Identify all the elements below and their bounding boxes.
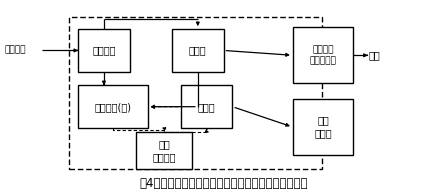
Bar: [136, 132, 192, 169]
Text: 図4　電量法による大気中二酸化硫黄計測器の構成例: 図4 電量法による大気中二酸化硫黄計測器の構成例: [139, 177, 308, 190]
Bar: [293, 27, 353, 83]
Text: 指示
記録計: 指示 記録計: [314, 115, 332, 139]
Text: スクラバ: スクラバ: [92, 45, 116, 55]
Text: 冷却器: 冷却器: [189, 45, 207, 55]
Text: 設定
電位差計: 設定 電位差計: [152, 139, 176, 162]
Bar: [181, 85, 232, 128]
Bar: [78, 85, 148, 128]
Text: 試料大気: 試料大気: [4, 45, 26, 54]
Bar: [172, 29, 224, 72]
Text: 排出: 排出: [369, 50, 380, 60]
Bar: [293, 99, 353, 155]
Text: 試料大気
吸引ポンプ: 試料大気 吸引ポンプ: [309, 45, 337, 66]
Bar: [69, 17, 322, 169]
Bar: [78, 29, 130, 72]
Text: 増幅器: 増幅器: [198, 102, 215, 112]
Text: 電解そう(槽): 電解そう(槽): [94, 102, 131, 112]
